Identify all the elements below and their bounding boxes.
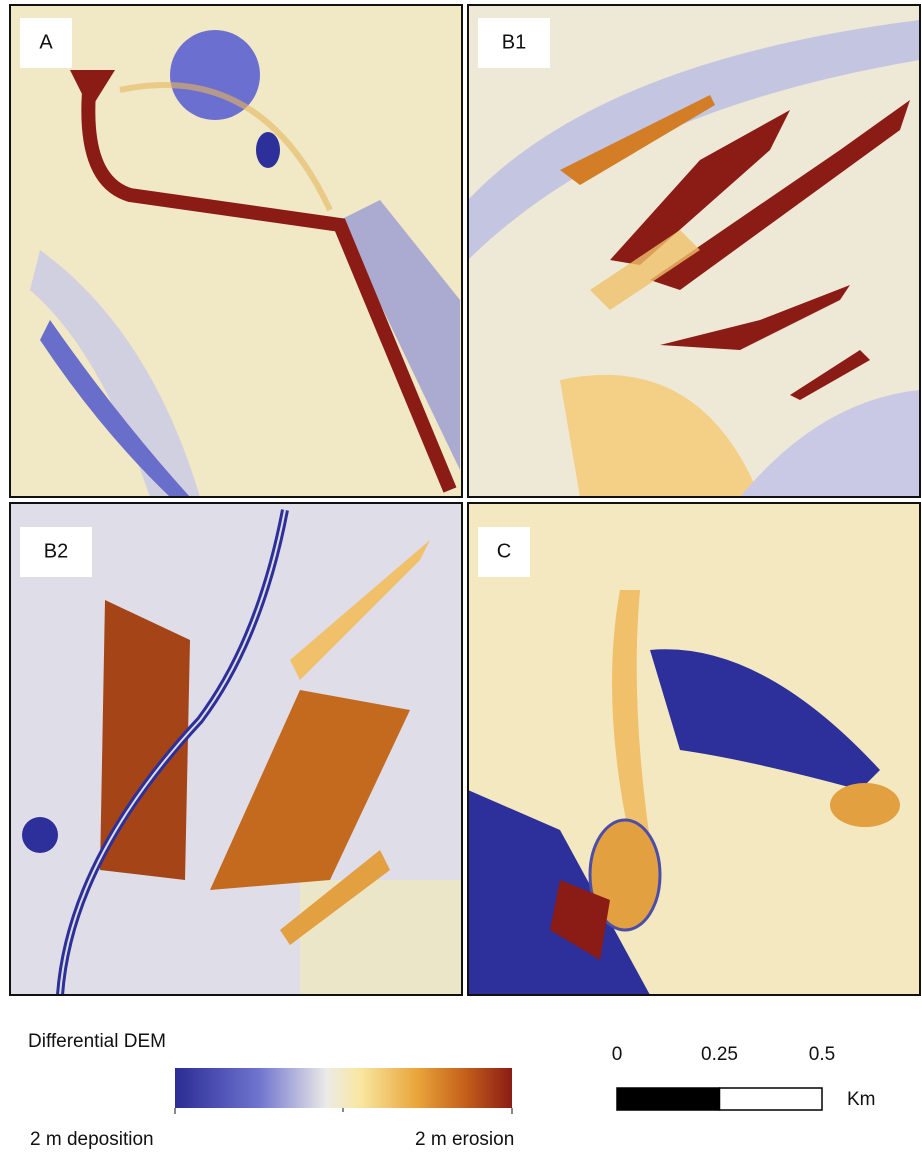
- figure: A B1 B2 C: [0, 0, 922, 1160]
- scale-segment: [720, 1088, 823, 1110]
- panel-label: A: [39, 31, 53, 53]
- scale-segment: [617, 1088, 720, 1110]
- map-panel-b1: [468, 5, 920, 497]
- panel-label: C: [497, 540, 511, 562]
- panel-label: B2: [44, 540, 68, 562]
- map-panel-c: [468, 503, 920, 995]
- color-bar: [175, 1068, 512, 1108]
- scale-tick-label: 0.5: [809, 1044, 835, 1065]
- legend-max-label: 2 m erosion: [415, 1129, 514, 1150]
- legend-min-label: 2 m deposition: [30, 1129, 154, 1150]
- scale-unit: Km: [847, 1089, 876, 1110]
- scale-tick-label: 0: [612, 1044, 623, 1065]
- map-panel-a: [10, 5, 462, 497]
- legend-title: Differential DEM: [28, 1031, 166, 1052]
- panel-label: B1: [502, 31, 526, 53]
- scale-tick-label: 0.25: [701, 1044, 738, 1065]
- scale-bar: 0 0.25 0.5 Km: [612, 1044, 876, 1110]
